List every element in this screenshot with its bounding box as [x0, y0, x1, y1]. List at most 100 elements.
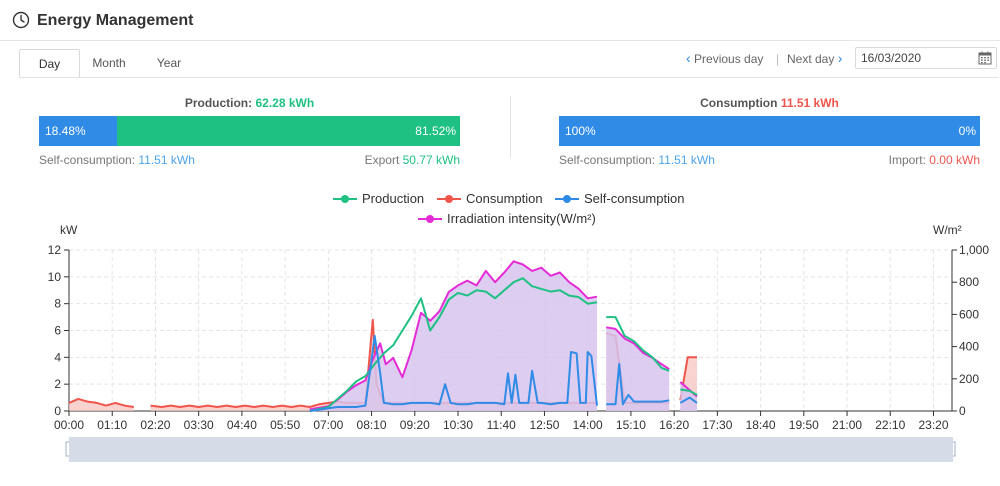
series-production-line	[309, 277, 598, 412]
series-production-line	[680, 388, 698, 396]
y-tick-right-label: 800	[959, 275, 979, 289]
y-tick-right-label: 600	[959, 307, 979, 321]
x-tick-label: 22:10	[875, 418, 905, 432]
y-axis-left-title: kW	[60, 223, 78, 237]
legend-production-label: Production	[362, 191, 425, 206]
export-value: 50.77 kWh	[402, 153, 460, 167]
consumption-import-percent: 0%	[958, 124, 976, 138]
x-tick-label: 09:20	[400, 418, 430, 432]
date-field[interactable]: 16/03/2020	[855, 47, 997, 69]
export-caption: Export 50.77 kWh	[365, 153, 460, 167]
x-tick-label: 17:30	[702, 418, 732, 432]
y-tick-right-label: 400	[959, 340, 979, 354]
x-tick-label: 08:10	[357, 418, 387, 432]
y-tick-right-label: 200	[959, 372, 979, 386]
x-tick-label: 23:20	[918, 418, 948, 432]
tab-month[interactable]: Month	[92, 56, 126, 70]
x-tick-label: 15:10	[616, 418, 646, 432]
production-self-value: 11.51 kWh	[138, 153, 195, 167]
series-consumption-line	[68, 397, 134, 408]
previous-day-button[interactable]: ‹ Previous day	[686, 51, 763, 66]
panel-header: Energy Management	[0, 0, 1000, 41]
legend-production-marker	[333, 195, 357, 203]
production-bar: 18.48% 81.52%	[39, 116, 460, 146]
previous-day-label: Previous day	[694, 52, 764, 66]
x-tick-label: 03:30	[184, 418, 214, 432]
x-tick-label: 19:50	[789, 418, 819, 432]
x-tick-label: 05:50	[270, 418, 300, 432]
consumption-label: Consumption	[700, 96, 778, 110]
date-value: 16/03/2020	[861, 51, 922, 65]
series-irradiation-area	[309, 261, 597, 411]
y-tick-left-label: 0	[54, 404, 61, 418]
y-axis-right-title: W/m²	[933, 223, 962, 237]
production-value: 62.28 kWh	[255, 96, 315, 110]
production-export-segment: 81.52%	[117, 116, 460, 146]
legend-irradiation-label: Irradiation intensity(W/m²)	[447, 211, 596, 226]
chevron-left-icon: ‹	[686, 50, 691, 66]
consumption-self-caption: Self-consumption: 11.51 kWh	[559, 153, 715, 167]
y-tick-left-label: 10	[48, 270, 62, 284]
next-day-button[interactable]: Next day ›	[787, 51, 842, 66]
consumption-self-value: 11.51 kWh	[658, 153, 715, 167]
series-self-consumption-line	[309, 334, 598, 412]
production-self-label: Self-consumption:	[39, 153, 136, 167]
x-tick-label: 07:00	[313, 418, 343, 432]
legend-self-marker	[555, 195, 579, 203]
consumption-summary-title: Consumption 11.51 kWh	[559, 96, 980, 110]
x-tick-label: 21:00	[832, 418, 862, 432]
x-tick-label: 11:40	[487, 418, 516, 432]
production-self-segment: 18.48%	[39, 116, 117, 146]
y-tick-right-label: 0	[959, 404, 966, 418]
clock-icon	[12, 11, 30, 29]
legend-self-label: Self-consumption	[584, 191, 685, 206]
production-self-caption: Self-consumption: 11.51 kWh	[39, 153, 195, 167]
tab-underline	[19, 77, 999, 78]
series-irradiation-line	[606, 326, 670, 370]
series-irradiation-line	[309, 260, 598, 411]
legend-irradiation-marker	[418, 215, 442, 223]
x-tick-label: 18:40	[746, 418, 776, 432]
next-day-label: Next day	[787, 52, 835, 66]
consumption-self-label: Self-consumption:	[559, 153, 656, 167]
calendar-icon[interactable]	[978, 51, 992, 65]
consumption-self-segment: 100%	[559, 116, 980, 146]
production-label: Production:	[184, 96, 253, 110]
consumption-value: 11.51 kWh	[780, 96, 839, 110]
consumption-self-percent: 100%	[565, 124, 596, 138]
legend-consumption-marker	[437, 195, 461, 203]
y-tick-left-label: 12	[48, 243, 62, 257]
x-tick-label: 14:00	[573, 418, 603, 432]
y-tick-right-label: 1,000	[959, 243, 989, 257]
x-tick-label: 12:50	[529, 418, 559, 432]
export-label: Export	[364, 153, 400, 167]
x-tick-label: 01:10	[97, 418, 127, 432]
production-summary-title: Production: 62.28 kWh	[39, 96, 460, 110]
import-value: 0.00 kWh	[929, 153, 980, 167]
page-title: Energy Management	[37, 12, 194, 29]
series-production-line	[606, 316, 670, 372]
x-tick-label: 02:20	[140, 418, 170, 432]
legend-consumption-label: Consumption	[466, 191, 543, 206]
series-self-consumption-line	[679, 396, 698, 404]
chevron-right-icon: ›	[837, 50, 843, 66]
series-self-consumption-line	[606, 363, 670, 406]
y-tick-left-label: 6	[54, 324, 61, 338]
production-self-percent: 18.48%	[45, 124, 86, 138]
x-tick-label: 00:00	[54, 418, 84, 432]
import-label: Import:	[888, 153, 926, 167]
y-tick-left-label: 8	[54, 297, 61, 311]
tab-year[interactable]: Year	[156, 56, 182, 70]
tab-day[interactable]: Day	[19, 49, 80, 78]
production-export-percent: 81.52%	[415, 124, 456, 138]
y-tick-left-label: 2	[54, 377, 61, 391]
x-tick-label: 04:40	[227, 418, 257, 432]
x-tick-label: 16:20	[659, 418, 689, 432]
zoom-slider[interactable]	[69, 437, 953, 462]
consumption-bar: 100% 0%	[559, 116, 980, 146]
nav-separator: |	[776, 52, 780, 66]
import-caption: Import: 0.00 kWh	[889, 153, 980, 167]
x-tick-label: 10:30	[443, 418, 473, 432]
summary-divider	[510, 96, 511, 158]
